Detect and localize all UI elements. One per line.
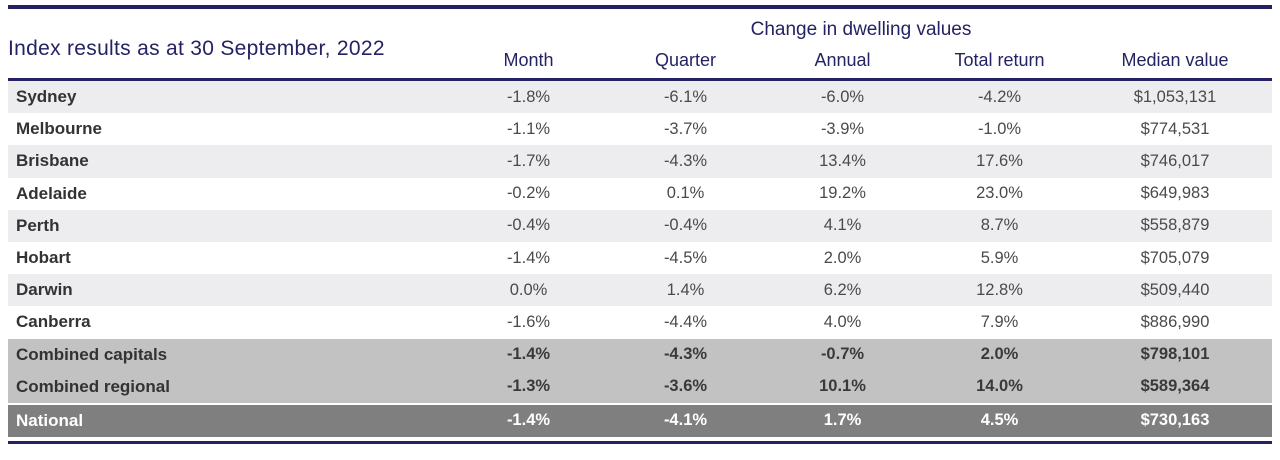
cell-month: -1.4% [506, 411, 551, 430]
cell-median-value: $509,440 [1140, 280, 1210, 299]
row-label: National [16, 410, 84, 430]
table-row: Melbourne -1.1% -3.7% -3.9% -1.0% $774,531 [8, 113, 1272, 145]
table-row: Sydney -1.8% -6.1% -6.0% -4.2% $1,053,131 [8, 81, 1272, 114]
cell-annual: -6.0% [820, 87, 865, 106]
column-header-annual: Annual [814, 50, 871, 70]
table-row: Combined capitals -1.4% -4.3% -0.7% 2.0% $798… [8, 338, 1272, 371]
row-label: Sydney [16, 87, 77, 107]
row-label: Combined capitals [16, 344, 168, 364]
cell-annual: 13.4% [819, 151, 866, 170]
row-label: Combined regional [16, 376, 170, 396]
column-headers-row: Month Quarter Annual Total return Median… [450, 43, 1272, 78]
cell-month: -1.3% [506, 377, 551, 396]
cell-quarter: 1.4% [666, 280, 705, 299]
cell-median-value: $558,879 [1140, 216, 1210, 235]
cell-annual: 19.2% [819, 184, 866, 203]
cell-quarter: 0.1% [666, 184, 705, 203]
row-label: Adelaide [16, 183, 87, 203]
cell-quarter: -4.5% [663, 248, 708, 267]
cell-month: -1.4% [506, 345, 551, 364]
cell-median-value: $730,163 [1140, 411, 1210, 430]
cell-month: -1.7% [506, 151, 551, 170]
header-right: Change in dwelling values Month Quarter … [450, 9, 1272, 78]
header-rule [8, 78, 1272, 81]
cell-total-return: -4.2% [977, 87, 1022, 106]
page-title: Index results as at 30 September, 2022 [8, 36, 385, 60]
table-row: Combined regional -1.3% -3.6% 10.1% 14.0% $58… [8, 370, 1272, 403]
cell-median-value: $1,053,131 [1133, 87, 1217, 106]
cell-total-return: 4.5% [980, 411, 1019, 430]
cell-quarter: -3.6% [663, 377, 708, 396]
bottom-rule [8, 441, 1272, 444]
cell-annual: -3.9% [820, 119, 865, 138]
cell-total-return: 8.7% [980, 216, 1019, 235]
cell-month: -1.8% [506, 87, 551, 106]
cell-total-return: 12.8% [976, 280, 1023, 299]
column-header-quarter: Quarter [654, 50, 717, 70]
cell-month: -1.1% [506, 119, 551, 138]
cell-annual: 6.2% [823, 280, 862, 299]
cell-median-value: $589,364 [1140, 377, 1210, 396]
cell-total-return: 5.9% [980, 248, 1019, 267]
cell-annual: 4.1% [823, 216, 862, 235]
table-row: Darwin 0.0% 1.4% 6.2% 12.8% $509,440 [8, 274, 1272, 307]
top-rule [8, 5, 1272, 9]
row-label: Darwin [16, 280, 73, 300]
column-header-month: Month [503, 50, 554, 70]
cell-month: -1.4% [506, 248, 551, 267]
row-label: Canberra [16, 312, 91, 332]
cell-total-return: 23.0% [976, 184, 1023, 203]
cell-median-value: $746,017 [1140, 151, 1210, 170]
cell-quarter: -4.1% [663, 411, 708, 430]
cell-quarter: -4.3% [663, 345, 708, 364]
cell-total-return: 14.0% [976, 377, 1023, 396]
cell-quarter: -6.1% [663, 87, 708, 106]
table-row: National -1.4% -4.1% 1.7% 4.5% $730,163 [8, 402, 1272, 438]
column-header-median-value: Median value [1121, 50, 1229, 70]
row-label: Melbourne [16, 119, 102, 139]
cell-median-value: $774,531 [1140, 119, 1210, 138]
cell-median-value: $649,983 [1140, 184, 1210, 203]
cell-annual: 2.0% [823, 248, 862, 267]
cell-median-value: $798,101 [1140, 345, 1210, 364]
table-body: Sydney -1.8% -6.1% -6.0% -4.2% $1,053,131 Melb… [8, 81, 1272, 438]
cell-total-return: 17.6% [976, 151, 1023, 170]
cell-quarter: -4.4% [663, 312, 708, 331]
group-header-change-in-dwelling-values: Change in dwelling values [750, 19, 972, 40]
cell-total-return: 2.0% [980, 345, 1019, 364]
cell-annual: 4.0% [823, 312, 862, 331]
table-row: Canberra -1.6% -4.4% 4.0% 7.9% $886,990 [8, 306, 1272, 338]
cell-median-value: $886,990 [1140, 312, 1210, 331]
cell-month: -0.4% [506, 216, 551, 235]
cell-month: -1.6% [506, 312, 551, 331]
cell-annual: 10.1% [819, 377, 866, 396]
column-header-total-return: Total return [954, 50, 1045, 70]
cell-total-return: 7.9% [980, 312, 1019, 331]
row-label: Brisbane [16, 151, 89, 171]
cell-annual: 1.7% [823, 411, 862, 430]
cell-median-value: $705,079 [1140, 248, 1210, 267]
cell-total-return: -1.0% [977, 119, 1022, 138]
table-row: Adelaide -0.2% 0.1% 19.2% 23.0% $649,983 [8, 178, 1272, 210]
cell-month: 0.0% [509, 280, 548, 299]
table-header: Index results as at 30 September, 2022 C… [8, 9, 1272, 78]
cell-month: -0.2% [506, 184, 551, 203]
table-row: Perth -0.4% -0.4% 4.1% 8.7% $558,879 [8, 209, 1272, 242]
row-label: Perth [16, 215, 60, 235]
cell-annual: -0.7% [820, 345, 865, 364]
table-row: Brisbane -1.7% -4.3% 13.4% 17.6% $746,017 [8, 145, 1272, 178]
table-row: Hobart -1.4% -4.5% 2.0% 5.9% $705,079 [8, 242, 1272, 274]
cell-quarter: -0.4% [663, 216, 708, 235]
cell-quarter: -4.3% [663, 151, 708, 170]
row-label: Hobart [16, 248, 71, 268]
cell-quarter: -3.7% [663, 119, 708, 138]
